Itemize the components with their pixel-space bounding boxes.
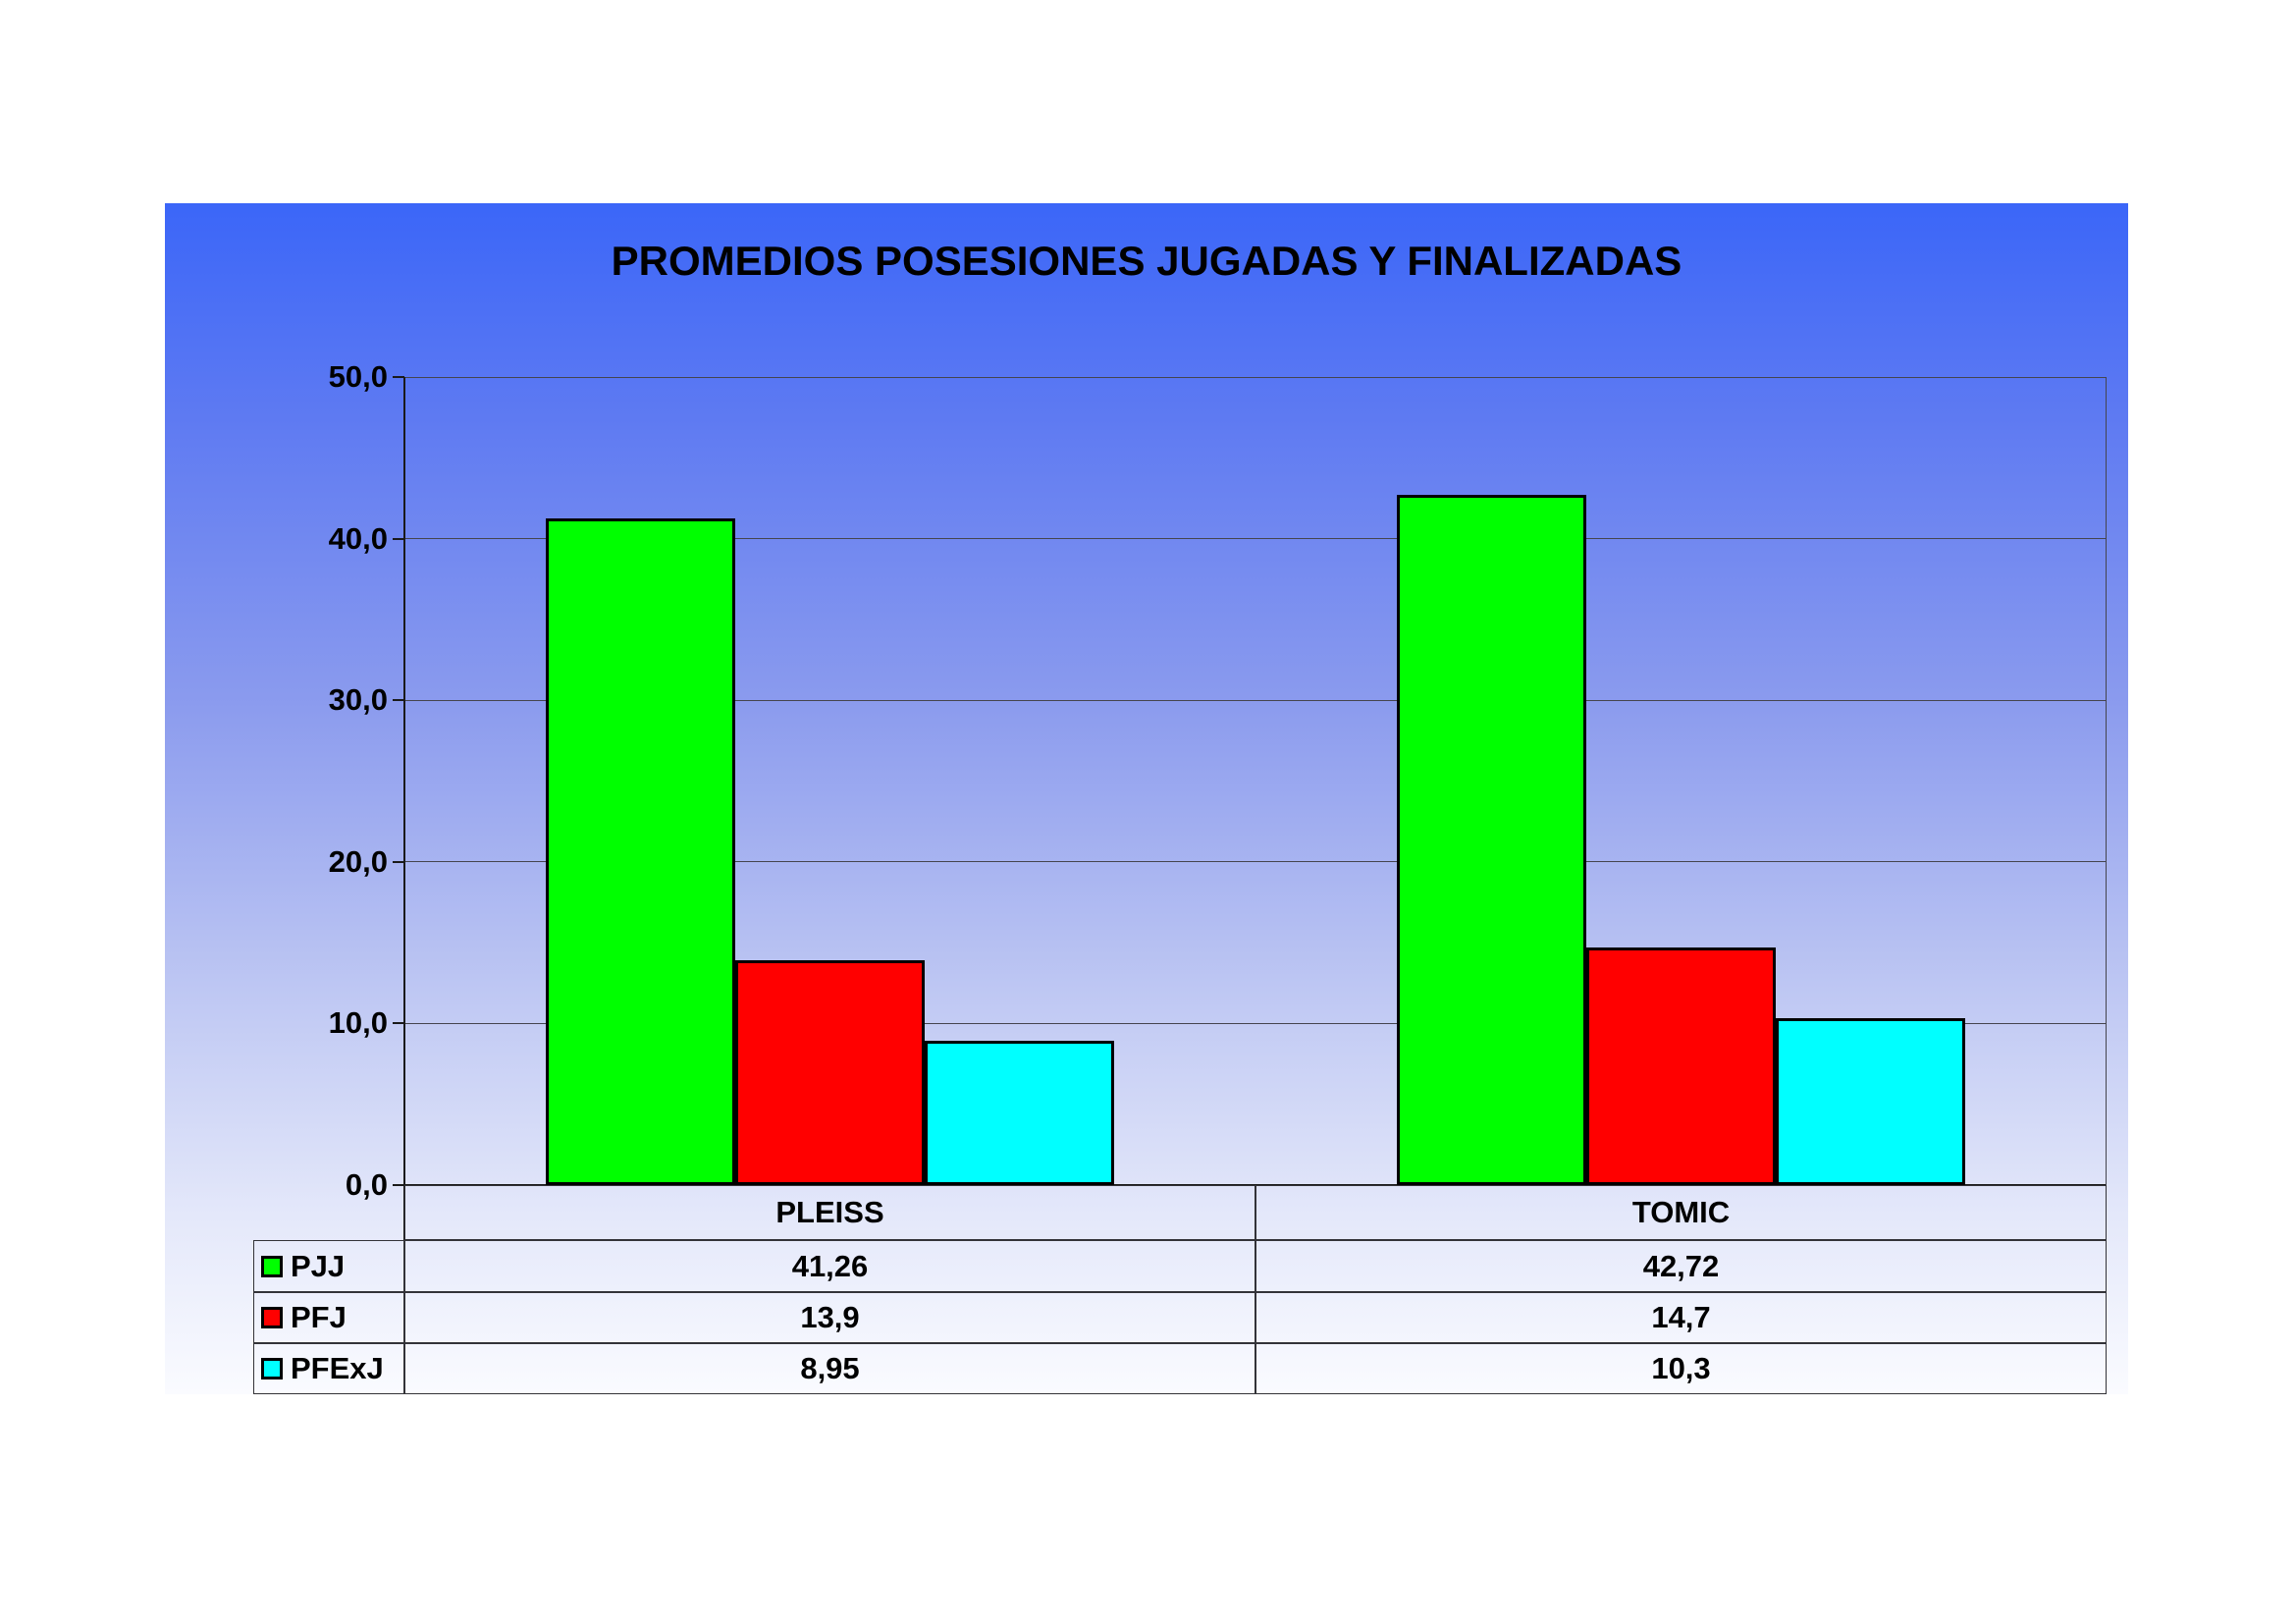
- y-axis-tick: [393, 699, 404, 702]
- bar-PFJ-PLEISS: [735, 960, 925, 1185]
- legend-cell-PJJ: PJJ: [253, 1240, 404, 1292]
- value-cell-PFExJ-PLEISS: 8,95: [404, 1343, 1255, 1394]
- gridline: [404, 538, 2107, 540]
- y-axis-label: 30,0: [328, 682, 388, 718]
- legend-label: PFJ: [291, 1300, 347, 1334]
- legend-label: PFExJ: [291, 1351, 384, 1385]
- value-cell-PFJ-TOMIC: 14,7: [1255, 1292, 2107, 1343]
- table-header-cell-PLEISS: PLEISS: [404, 1185, 1255, 1240]
- legend-swatch-PFExJ: [261, 1358, 283, 1380]
- bar-PJJ-TOMIC: [1397, 494, 1586, 1185]
- chart-background: [165, 203, 2128, 1394]
- gridline: [404, 861, 2107, 863]
- legend-cell-PFExJ: PFExJ: [253, 1343, 404, 1394]
- gridline: [404, 1022, 2107, 1024]
- value-cell-PFJ-PLEISS: 13,9: [404, 1292, 1255, 1343]
- y-axis-tick: [393, 537, 404, 540]
- bar-PFExJ-TOMIC: [1776, 1018, 1965, 1185]
- y-axis-label: 10,0: [328, 1005, 388, 1041]
- y-axis-label: 50,0: [328, 359, 388, 394]
- value-cell-PJJ-TOMIC: 42,72: [1255, 1240, 2107, 1292]
- gridline: [404, 699, 2107, 701]
- legend-swatch-PFJ: [261, 1307, 283, 1328]
- table-header-cell-TOMIC: TOMIC: [1255, 1185, 2107, 1240]
- legend-cell-PFJ: PFJ: [253, 1292, 404, 1343]
- plot-right-border: [2106, 377, 2107, 1185]
- legend-swatch-PJJ: [261, 1255, 283, 1277]
- gridline: [404, 376, 2107, 378]
- y-axis-label: 40,0: [328, 520, 388, 556]
- y-axis-line: [403, 377, 405, 1394]
- y-axis-label: 20,0: [328, 843, 388, 879]
- bar-PFJ-TOMIC: [1586, 947, 1776, 1185]
- chart-title: PROMEDIOS POSESIONES JUGADAS Y FINALIZAD…: [611, 238, 1682, 284]
- y-axis-tick: [393, 1184, 404, 1186]
- value-cell-PJJ-PLEISS: 41,26: [404, 1240, 1255, 1292]
- y-axis-tick: [393, 860, 404, 863]
- y-axis-tick: [393, 376, 404, 378]
- y-axis-label: 0,0: [345, 1167, 388, 1202]
- bar-PJJ-PLEISS: [546, 517, 735, 1185]
- bar-PFExJ-PLEISS: [925, 1040, 1114, 1185]
- value-cell-PFExJ-TOMIC: 10,3: [1255, 1343, 2107, 1394]
- y-axis-tick: [393, 1022, 404, 1025]
- legend-label: PJJ: [291, 1248, 346, 1283]
